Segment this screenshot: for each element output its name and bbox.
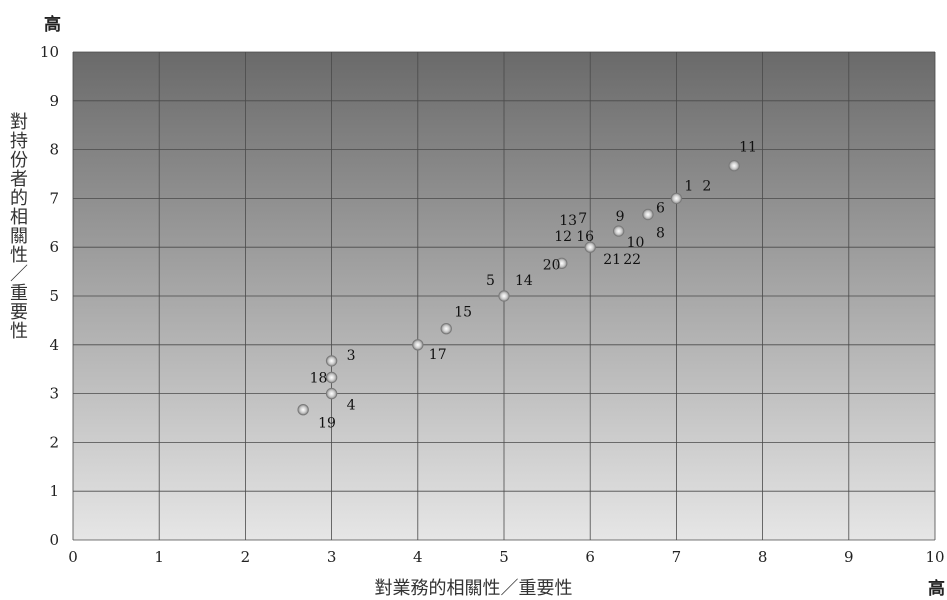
data-point: [728, 160, 740, 172]
point-label: 16: [576, 229, 594, 245]
grid-lines: [72, 51, 936, 541]
y-tick-label: 3: [49, 385, 59, 403]
x-axis-high-label: 高: [928, 579, 945, 599]
y-axis-high-label: 高: [44, 15, 61, 35]
y-tick-label: 4: [49, 336, 59, 354]
point-label: 18: [310, 370, 328, 386]
point-label: 22: [623, 252, 641, 268]
point-label: 6: [656, 201, 665, 217]
point-label: 15: [454, 305, 472, 321]
x-tick-label: 2: [241, 548, 251, 566]
point-label: 21: [603, 252, 621, 268]
point-label: 17: [429, 347, 447, 363]
data-points: [297, 160, 740, 416]
y-tick-label: 1: [49, 482, 59, 500]
point-label: 1: [684, 178, 693, 194]
x-tick-label: 10: [925, 548, 944, 566]
point-label: 3: [347, 348, 356, 364]
point-label: 2: [702, 178, 711, 194]
point-label: 8: [656, 226, 665, 242]
point-label: 13: [559, 213, 577, 229]
point-label: 9: [616, 209, 625, 225]
y-axis-title: 對持份者的相關性／重要性: [7, 112, 28, 340]
y-tick-label: 5: [49, 287, 59, 305]
x-tick-label: 7: [672, 548, 682, 566]
x-tick-label: 9: [844, 548, 854, 566]
y-tick-label: 2: [49, 433, 59, 451]
point-label: 4: [347, 398, 356, 414]
x-tick-label: 8: [758, 548, 768, 566]
data-point: [325, 371, 338, 384]
data-point: [297, 404, 309, 416]
point-label: 10: [627, 235, 645, 251]
x-tick-label: 1: [154, 548, 164, 566]
data-point: [498, 290, 510, 302]
x-tick-label: 3: [327, 548, 337, 566]
y-tick-label: 6: [49, 238, 59, 256]
data-point: [325, 355, 338, 367]
x-tick-label: 6: [585, 548, 595, 566]
y-tick-label: 0: [49, 531, 59, 549]
point-label: 5: [486, 273, 495, 289]
y-tick-label: 9: [49, 92, 59, 110]
x-axis-title: 對業務的相關性／重要性: [374, 578, 573, 599]
data-point: [612, 225, 625, 237]
point-label: 12: [554, 229, 572, 245]
data-point: [670, 192, 683, 205]
point-label: 14: [515, 273, 533, 289]
point-label: 11: [739, 140, 757, 156]
data-point: [584, 241, 596, 253]
data-point: [440, 322, 452, 335]
data-point: [556, 257, 568, 270]
x-tick-label: 0: [68, 548, 78, 566]
data-point: [642, 208, 654, 221]
x-tick-label: 5: [499, 548, 509, 566]
data-point: [412, 339, 424, 351]
point-label: 20: [543, 257, 561, 273]
y-tick-label: 7: [49, 189, 59, 207]
data-point: [325, 387, 338, 400]
point-label: 7: [578, 211, 587, 227]
y-tick-label: 10: [40, 43, 59, 61]
x-tick-label: 4: [413, 548, 423, 566]
y-tick-label: 8: [49, 141, 59, 159]
point-label: 19: [318, 416, 336, 432]
